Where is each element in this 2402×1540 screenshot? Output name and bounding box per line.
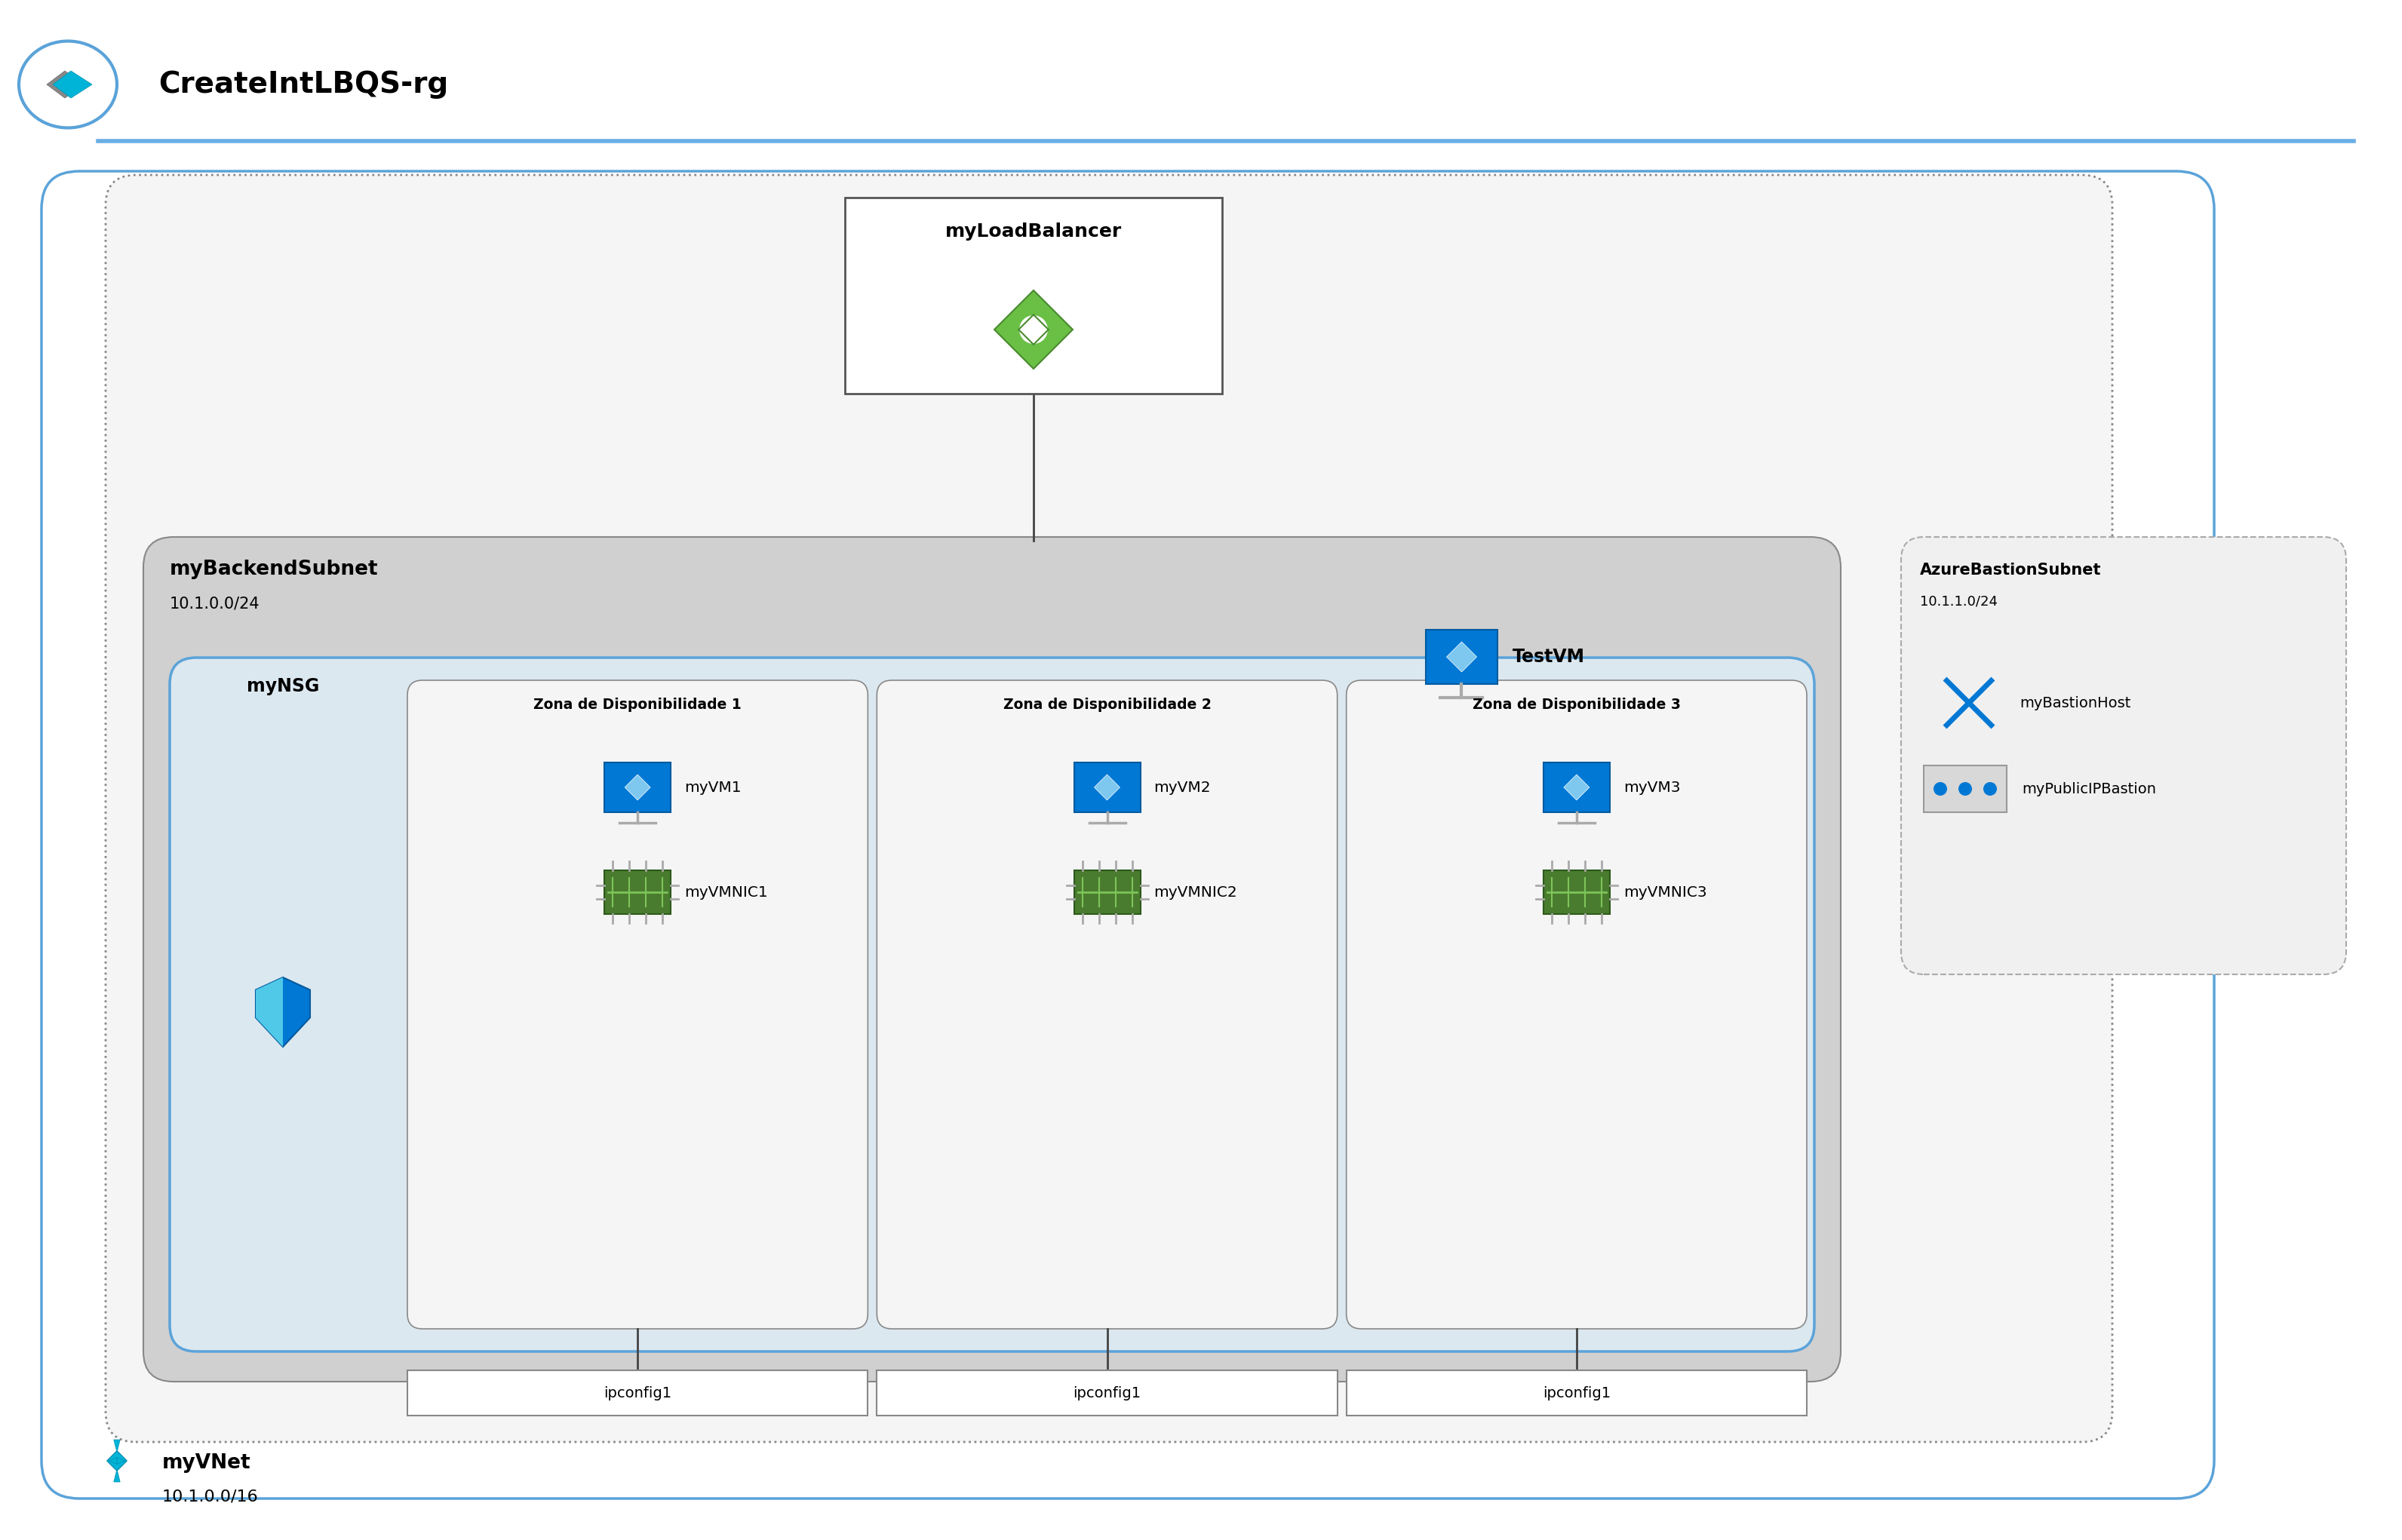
Text: Zona de Disponibilidade 2: Zona de Disponibilidade 2 [1004, 698, 1211, 711]
Text: 10.1.0.0/16: 10.1.0.0/16 [163, 1489, 259, 1503]
FancyBboxPatch shape [1900, 537, 2347, 975]
Text: ipconfig1: ipconfig1 [1074, 1386, 1141, 1400]
FancyBboxPatch shape [1348, 681, 1806, 1329]
Text: 10.1.1.0/24: 10.1.1.0/24 [1919, 594, 1998, 608]
Polygon shape [108, 1458, 118, 1465]
Text: 10.1.0.0/24: 10.1.0.0/24 [171, 596, 259, 611]
Text: myLoadBalancer: myLoadBalancer [944, 222, 1122, 240]
Text: ipconfig1: ipconfig1 [603, 1386, 673, 1400]
Text: CreateIntLBQS-rg: CreateIntLBQS-rg [159, 71, 449, 99]
Text: myBastionHost: myBastionHost [2020, 696, 2131, 710]
Polygon shape [46, 71, 84, 99]
FancyBboxPatch shape [1074, 762, 1141, 812]
Text: myVM3: myVM3 [1624, 781, 1681, 795]
Polygon shape [255, 978, 310, 1047]
FancyBboxPatch shape [144, 537, 1840, 1381]
Text: myVM2: myVM2 [1153, 781, 1211, 795]
Polygon shape [625, 775, 651, 801]
Text: AzureBastionSubnet: AzureBastionSubnet [1919, 562, 2102, 578]
FancyBboxPatch shape [1427, 630, 1496, 684]
Text: ipconfig1: ipconfig1 [1542, 1386, 1612, 1400]
Text: myVMNIC2: myVMNIC2 [1153, 885, 1237, 899]
FancyBboxPatch shape [106, 176, 2111, 1441]
Polygon shape [1564, 775, 1590, 801]
Text: Zona de Disponibilidade 3: Zona de Disponibilidade 3 [1472, 698, 1681, 711]
Polygon shape [53, 71, 91, 99]
Polygon shape [108, 1451, 127, 1471]
FancyBboxPatch shape [1074, 870, 1141, 915]
Polygon shape [255, 978, 283, 1047]
Circle shape [1984, 782, 1996, 796]
Text: TestVM: TestVM [1513, 648, 1585, 665]
FancyBboxPatch shape [877, 1371, 1338, 1415]
FancyBboxPatch shape [605, 870, 670, 915]
Text: Zona de Disponibilidade 1: Zona de Disponibilidade 1 [533, 698, 742, 711]
Polygon shape [113, 1440, 120, 1452]
FancyBboxPatch shape [41, 171, 2215, 1498]
Circle shape [1021, 316, 1047, 343]
FancyBboxPatch shape [408, 681, 867, 1329]
FancyBboxPatch shape [1544, 762, 1609, 812]
Polygon shape [994, 291, 1074, 368]
FancyBboxPatch shape [605, 762, 670, 812]
Circle shape [1934, 782, 1948, 796]
FancyBboxPatch shape [877, 681, 1338, 1329]
FancyBboxPatch shape [1348, 1371, 1806, 1415]
Text: myNSG: myNSG [247, 678, 319, 696]
Text: myPublicIPBastion: myPublicIPBastion [2022, 782, 2157, 796]
FancyBboxPatch shape [1924, 765, 2006, 812]
Text: myVMNIC3: myVMNIC3 [1624, 885, 1708, 899]
Polygon shape [1446, 642, 1477, 671]
Polygon shape [113, 1469, 120, 1481]
FancyBboxPatch shape [1544, 870, 1609, 915]
Text: myBackendSubnet: myBackendSubnet [171, 559, 380, 579]
Text: myVMNIC1: myVMNIC1 [685, 885, 769, 899]
Polygon shape [1095, 775, 1119, 801]
Text: myVNet: myVNet [163, 1454, 250, 1472]
Circle shape [1958, 782, 1972, 796]
FancyBboxPatch shape [846, 197, 1223, 394]
Text: myVM1: myVM1 [685, 781, 742, 795]
FancyBboxPatch shape [408, 1371, 867, 1415]
FancyBboxPatch shape [171, 658, 1814, 1352]
Polygon shape [118, 1458, 125, 1465]
